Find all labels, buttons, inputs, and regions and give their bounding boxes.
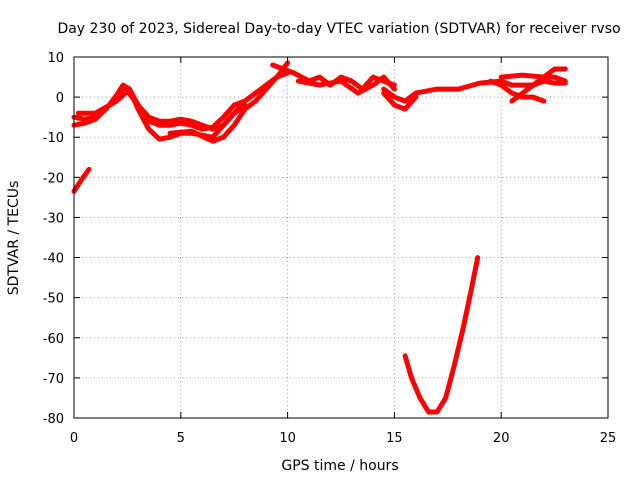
y-tick-label: -20 [43, 171, 64, 186]
x-tick-label: 25 [600, 431, 617, 446]
x-tick-label: 15 [386, 431, 403, 446]
x-axis-label: GPS time / hours [281, 458, 398, 474]
x-tick-label: 10 [279, 431, 296, 446]
series-line: satellite track J [509, 66, 568, 104]
series-line: satellite track H [381, 90, 419, 112]
series-line: satellite track K [498, 72, 568, 84]
chart-title: Day 230 of 2023, Sidereal Day-to-day VTE… [57, 21, 620, 37]
y-axis-label: SDTVAR / TECUs [6, 181, 22, 296]
x-axis-tick-labels: 0 5 10 15 20 25 [70, 431, 616, 446]
y-tick-label: -10 [43, 131, 64, 146]
plot-frame [73, 56, 609, 419]
y-tick-label: -40 [43, 252, 64, 267]
series-line: satellite track M [402, 255, 481, 415]
y-axis-tick-labels: 10 0 -10 -20 -30 -40 -50 -60 -70 -80 [43, 51, 64, 427]
y-tick-label: -30 [43, 211, 64, 226]
x-tick-label: 0 [70, 431, 78, 446]
series-line: satellite track D [167, 60, 291, 144]
series-line: satellite track L [71, 166, 92, 194]
axis-ticks [73, 56, 609, 419]
y-tick-label: -60 [43, 332, 64, 347]
y-tick-label: 0 [56, 91, 64, 106]
y-tick-label: -70 [43, 372, 64, 387]
series-line: satellite track G [381, 78, 568, 104]
y-tick-label: -80 [43, 412, 64, 427]
series-line: satellite track C [75, 88, 259, 132]
data-series: satellite track Asatellite track Bsatell… [71, 60, 568, 415]
y-tick-label: 10 [47, 51, 64, 66]
series-line: satellite track F [295, 74, 397, 96]
x-tick-label: 5 [177, 431, 185, 446]
y-tick-label: -50 [43, 292, 64, 307]
x-tick-label: 20 [493, 431, 510, 446]
